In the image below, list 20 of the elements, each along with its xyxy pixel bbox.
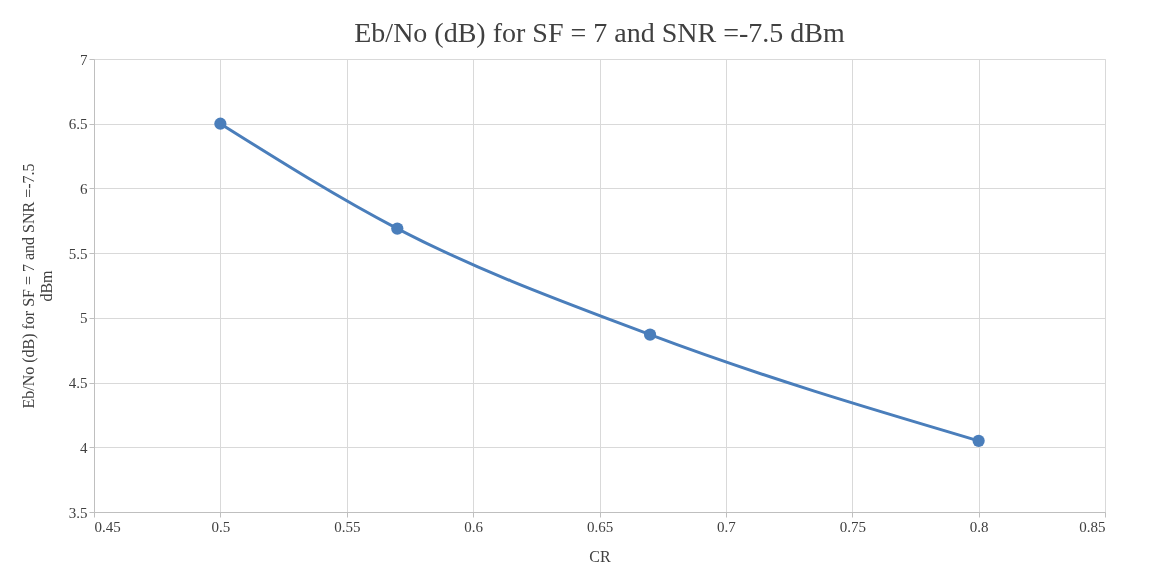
y-tick-label: 6.5	[68, 116, 88, 133]
x-tick-label: 0.45	[94, 518, 121, 535]
y-tick-label: 3.5	[68, 504, 88, 521]
x-tick-label: 0.7	[717, 518, 737, 535]
y-tick-label: 5	[80, 310, 88, 327]
y-axis-title: Eb/No (dB) for SF = 7 and SNR =-7.5 dBm	[19, 163, 55, 409]
y-tick-label: 4	[80, 439, 88, 456]
x-tick-label: 0.8	[969, 518, 989, 535]
x-tick-label: 0.75	[839, 518, 866, 535]
y-tick-label: 5.5	[68, 245, 88, 262]
x-tick-label: 0.85	[1079, 518, 1106, 535]
chart-title: Eb/No (dB) for SF = 7 and SNR =-7.5 dBm	[354, 17, 845, 48]
x-axis-title: CR	[589, 547, 611, 565]
x-tick-label: 0.65	[586, 518, 614, 535]
y-tick-label: 4.5	[68, 375, 88, 392]
y-tick-label: 7	[80, 51, 88, 68]
x-tick-label: 0.6	[464, 518, 484, 535]
x-tick-label: 0.55	[334, 518, 361, 535]
x-tick-label: 0.5	[211, 518, 231, 535]
y-tick-label: 6	[80, 180, 88, 197]
